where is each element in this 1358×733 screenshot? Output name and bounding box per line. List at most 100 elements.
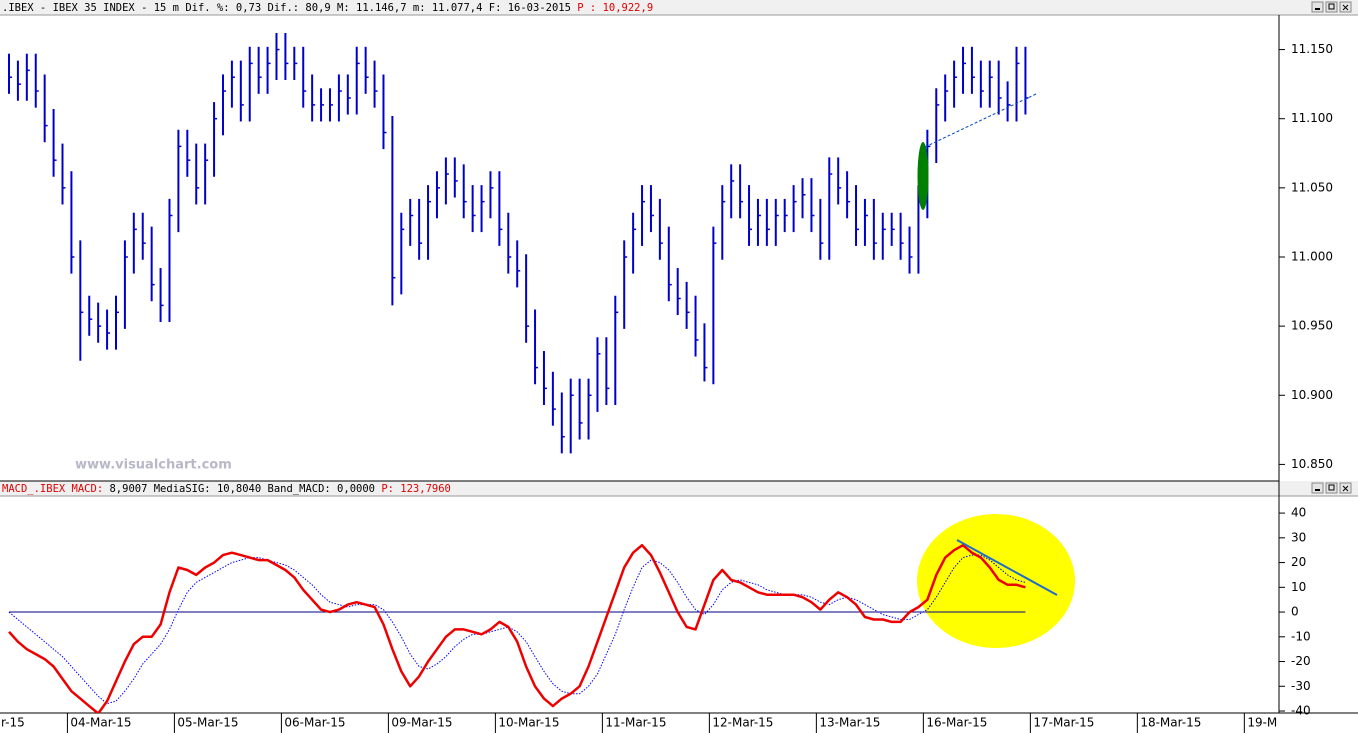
price-bar bbox=[373, 60, 378, 108]
price-bar bbox=[1006, 81, 1011, 122]
price-bar bbox=[302, 46, 307, 108]
macd-line bbox=[8, 543, 1026, 713]
minimize-button[interactable] bbox=[1311, 1, 1324, 13]
price-bar bbox=[311, 74, 316, 122]
price-bar bbox=[516, 240, 521, 288]
y-tick-label: 30 bbox=[1291, 530, 1306, 544]
y-tick-label: 0 bbox=[1291, 605, 1299, 619]
header-text: .IBEX - IBEX 35 INDEX - 15 m Dif. %: 0,7… bbox=[2, 2, 571, 14]
divergence-line bbox=[956, 539, 1058, 596]
price-bar bbox=[221, 74, 226, 136]
price-bar bbox=[141, 212, 146, 260]
x-tick-label: 17-Mar-15 bbox=[1033, 716, 1094, 730]
price-bar bbox=[346, 74, 351, 115]
price-bar bbox=[748, 185, 753, 246]
window-buttons[interactable] bbox=[1311, 1, 1352, 13]
price-bar bbox=[159, 268, 164, 322]
price-bar bbox=[792, 185, 797, 233]
y-tick-label: 11.100 bbox=[1291, 111, 1333, 125]
price-bar bbox=[355, 46, 360, 115]
price-bar bbox=[70, 171, 75, 274]
price-bar bbox=[427, 185, 432, 260]
gap-marker bbox=[917, 142, 929, 210]
price-bar bbox=[534, 309, 539, 385]
price-bar bbox=[551, 371, 556, 426]
price-bar bbox=[132, 212, 137, 274]
price-bar bbox=[275, 32, 280, 80]
maximize-button[interactable] bbox=[1325, 482, 1338, 494]
y-tick-label: -10 bbox=[1291, 629, 1311, 643]
price-bar bbox=[337, 74, 342, 122]
window-buttons[interactable] bbox=[1311, 482, 1352, 494]
price-bar bbox=[25, 53, 30, 101]
price-bar bbox=[881, 212, 886, 260]
price-bar bbox=[810, 178, 815, 233]
price-bar bbox=[899, 212, 904, 260]
price-header-bar bbox=[0, 0, 1358, 15]
price-bar bbox=[783, 198, 788, 233]
price-bar bbox=[34, 53, 39, 108]
price-bar bbox=[391, 115, 396, 306]
price-bar bbox=[979, 60, 984, 108]
price-bar bbox=[204, 143, 209, 205]
price-bar bbox=[596, 337, 601, 412]
price-bar bbox=[97, 302, 102, 343]
macd-plot bbox=[8, 514, 1075, 713]
price-bar bbox=[525, 254, 530, 343]
price-bar bbox=[935, 88, 940, 163]
price-bar bbox=[8, 53, 12, 94]
minimize-button[interactable] bbox=[1311, 482, 1324, 494]
price-bar bbox=[480, 185, 485, 233]
price-bar bbox=[560, 392, 565, 454]
price-bar bbox=[908, 226, 913, 274]
price-bar bbox=[106, 309, 111, 350]
x-tick-label: r-15 bbox=[1, 716, 25, 730]
price-bar bbox=[730, 164, 735, 219]
price-bar bbox=[614, 295, 619, 405]
price-bar bbox=[230, 60, 235, 108]
x-tick-label: 05-Mar-15 bbox=[177, 716, 238, 730]
price-bar bbox=[507, 212, 512, 274]
x-tick-label: 11-Mar-15 bbox=[605, 716, 666, 730]
y-tick-label: 11.050 bbox=[1291, 180, 1333, 194]
price-bar bbox=[739, 164, 744, 219]
price-bar bbox=[855, 185, 860, 246]
price-bar bbox=[284, 32, 289, 80]
price-bar bbox=[623, 240, 628, 329]
price-bar bbox=[293, 46, 298, 80]
price-bar bbox=[409, 198, 414, 246]
price-bar bbox=[444, 157, 449, 205]
price-bar bbox=[213, 102, 218, 177]
price-bar bbox=[962, 46, 967, 94]
price-bar bbox=[1015, 46, 1020, 122]
price-bar bbox=[418, 198, 423, 260]
price-bar bbox=[542, 351, 547, 405]
price-bar bbox=[703, 323, 708, 382]
macd-header-bar bbox=[0, 481, 1358, 496]
price-bar bbox=[382, 74, 387, 150]
y-tick-label: -30 bbox=[1291, 679, 1311, 693]
x-tick-label: 12-Mar-15 bbox=[712, 716, 773, 730]
x-tick-label: 09-Mar-15 bbox=[391, 716, 452, 730]
price-header: .IBEX - IBEX 35 INDEX - 15 m Dif. %: 0,7… bbox=[2, 2, 653, 14]
price-bar bbox=[400, 212, 405, 295]
header-values: 8,9007 MediaSIG: 10,8040 Band_MACD: 0,00… bbox=[109, 483, 375, 495]
price-bar bbox=[890, 212, 895, 246]
y-tick-label: 10.900 bbox=[1291, 388, 1333, 402]
price-bar bbox=[248, 46, 253, 122]
price-bar bbox=[997, 60, 1002, 115]
price-bar bbox=[846, 171, 851, 219]
price-bar bbox=[88, 295, 93, 336]
price-bar bbox=[364, 46, 369, 94]
price-bar bbox=[471, 185, 476, 233]
macd-header: MACD_.IBEX MACD: 8,9007 MediaSIG: 10,804… bbox=[2, 483, 451, 495]
price-bar bbox=[186, 129, 191, 177]
price-bar bbox=[328, 88, 333, 122]
price-bar bbox=[79, 240, 84, 361]
price-bar bbox=[863, 198, 868, 246]
maximize-button[interactable] bbox=[1325, 1, 1338, 13]
price-bar bbox=[435, 171, 440, 219]
price-bar bbox=[694, 295, 699, 357]
y-tick-label: -20 bbox=[1291, 654, 1311, 668]
price-bar bbox=[970, 46, 975, 94]
